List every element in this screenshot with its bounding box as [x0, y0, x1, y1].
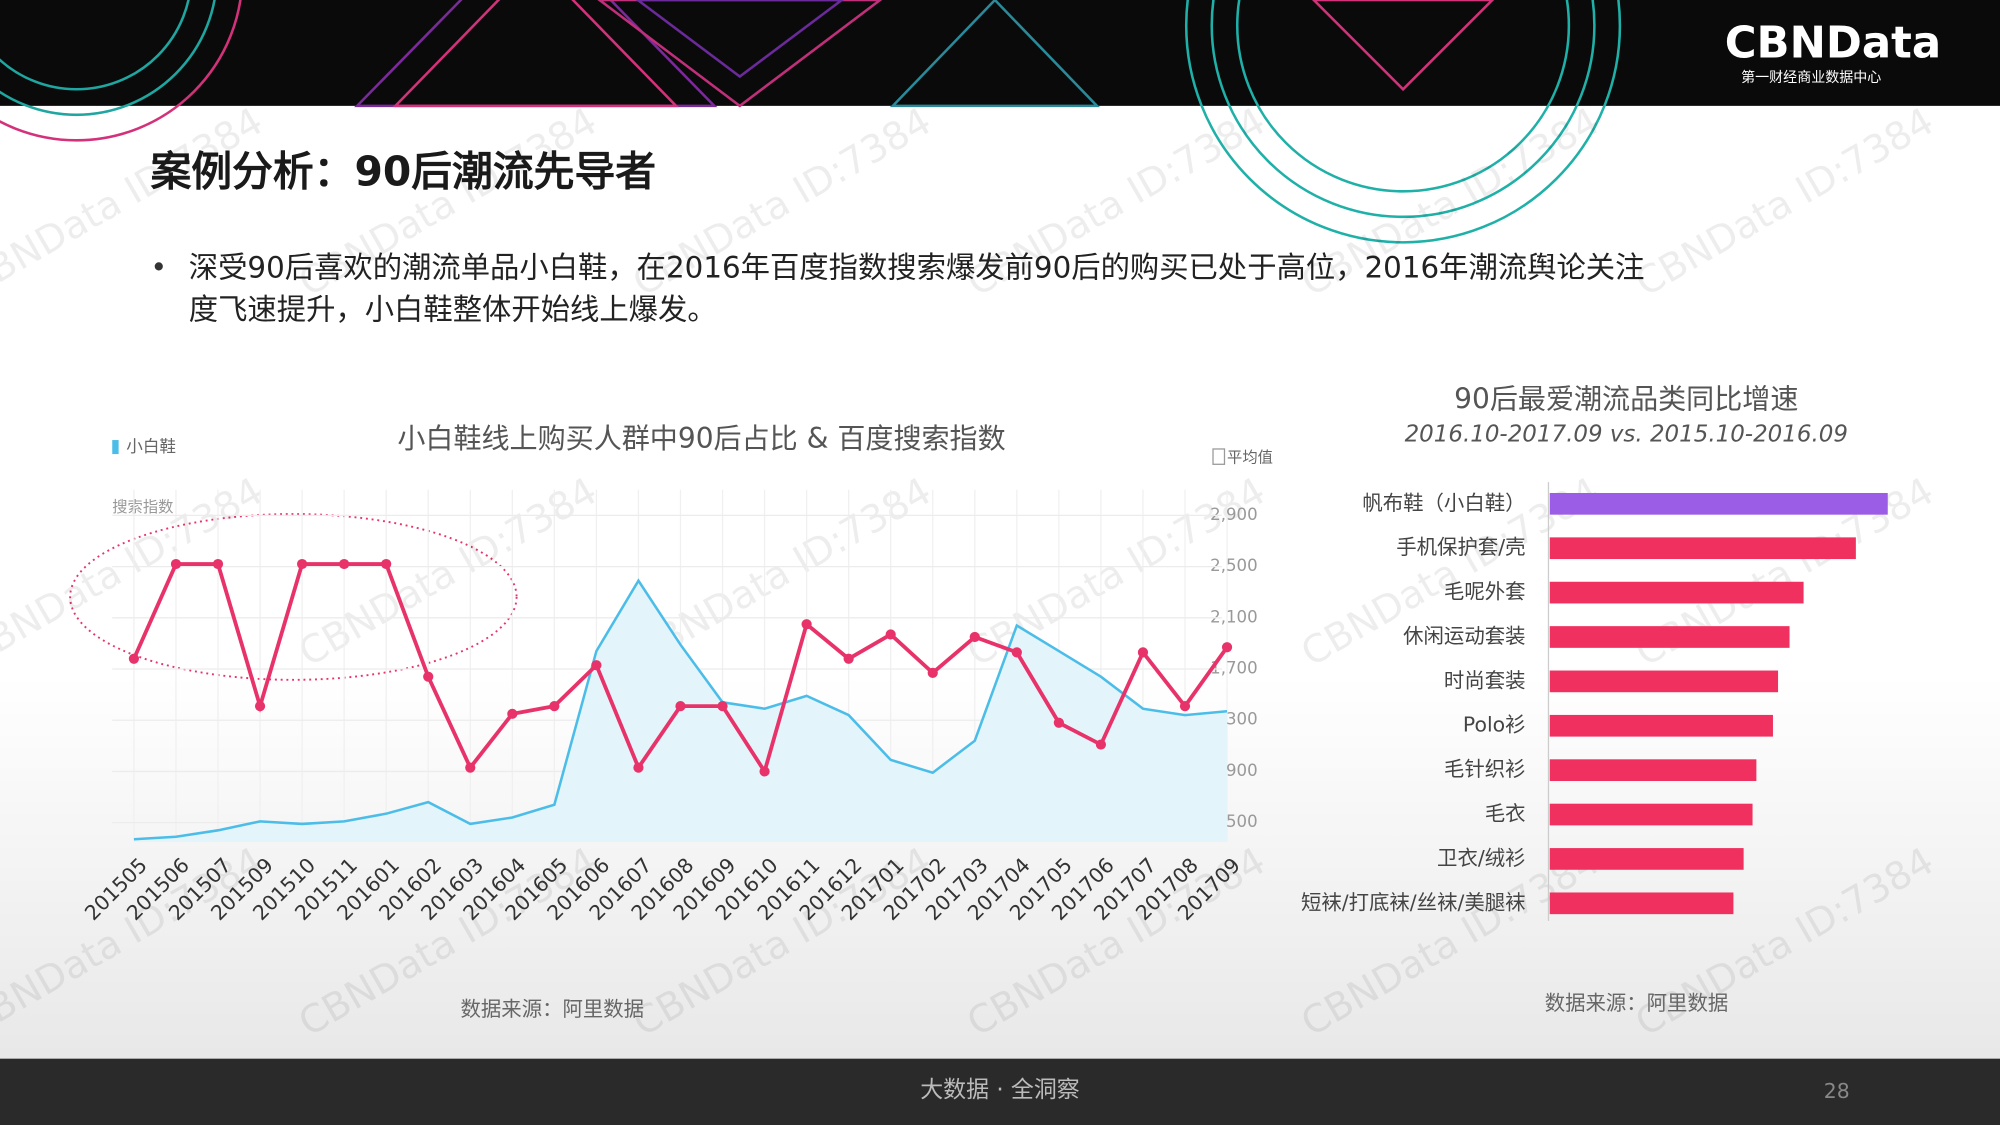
- y-tick-label: 2,900: [1210, 505, 1257, 524]
- point: [1011, 647, 1022, 658]
- page-number: 28: [1824, 1079, 1850, 1103]
- point: [1221, 642, 1233, 653]
- chart-title: 90后最爱潮流品类同比增速: [1454, 383, 1798, 416]
- y-tick-label: 毛呢外套: [1444, 580, 1526, 604]
- y-tick-label: 休闲运动套装: [1403, 624, 1525, 648]
- y-tick-label: Polo衫: [1463, 713, 1526, 737]
- legend-extra: 平均值: [1227, 448, 1273, 466]
- point: [254, 701, 266, 712]
- point: [128, 653, 140, 664]
- point: [170, 558, 182, 570]
- y-tick-label: 卫衣/绒衫: [1437, 846, 1525, 870]
- point: [633, 762, 644, 773]
- point: [675, 701, 686, 712]
- y-tick-label: 手机保护套/壳: [1396, 535, 1525, 559]
- y-axis-label: 搜索指数: [112, 498, 173, 516]
- point: [885, 629, 896, 640]
- chart-subtitle: 2016.10-2017.09 vs. 2015.10-2016.09: [1405, 421, 1848, 447]
- point: [465, 762, 476, 773]
- point: [381, 558, 392, 570]
- bar: [1549, 892, 1734, 915]
- bar: [1549, 670, 1779, 693]
- y-tick-label: 2,500: [1210, 556, 1257, 575]
- legend-label: 小白鞋: [126, 437, 176, 456]
- footer-band: [0, 1058, 2000, 1125]
- point: [717, 701, 728, 712]
- point: [549, 701, 560, 712]
- point: [843, 653, 854, 664]
- y-tick-label: 毛针织衫: [1444, 757, 1526, 781]
- y-tick-label: 短袜/打底袜/丝袜/美腿袜: [1301, 890, 1526, 914]
- legend-box: [1212, 448, 1226, 465]
- point: [801, 619, 812, 630]
- point: [423, 671, 434, 682]
- logo: CBNData: [1725, 18, 1941, 68]
- point: [339, 558, 350, 570]
- point: [1137, 647, 1149, 658]
- point: [591, 660, 602, 671]
- area-line: [133, 578, 1228, 841]
- y-tick-label: 时尚套装: [1444, 668, 1526, 692]
- point: [1053, 717, 1064, 728]
- footer-slogan: 大数据 · 全洞察: [920, 1077, 1080, 1103]
- point: [927, 667, 938, 678]
- bar: [1549, 537, 1856, 560]
- bullet-line: 深受90后喜欢的潮流单品小白鞋，在2016年百度指数搜索爆发前90后的购买已处于…: [189, 251, 1645, 285]
- y-tick-label: 帆布鞋（小白鞋）: [1362, 491, 1525, 515]
- point: [212, 558, 224, 570]
- area: [133, 580, 1228, 842]
- y-tick-label: 900: [1226, 761, 1258, 780]
- bar: [1549, 759, 1757, 781]
- bullet-dot: •: [151, 251, 168, 284]
- point: [507, 708, 518, 719]
- bar: [1549, 714, 1773, 737]
- y-tick-label: 1,700: [1210, 659, 1257, 678]
- point: [759, 766, 770, 777]
- bar: [1549, 803, 1753, 826]
- y-tick-label: 500: [1226, 812, 1258, 831]
- annotation-ellipse: [69, 513, 518, 681]
- legend-swatch: [112, 440, 119, 455]
- point: [969, 631, 980, 643]
- point: [296, 558, 308, 570]
- source: 数据来源：阿里数据: [461, 997, 645, 1021]
- y-tick-label: 毛衣: [1485, 802, 1526, 826]
- header-band: [0, 0, 2000, 244]
- slide-title: 案例分析：90后潮流先导者: [151, 148, 657, 196]
- bar: [1549, 626, 1790, 648]
- point: [1095, 739, 1107, 750]
- bar: [1549, 492, 1888, 515]
- bar: [1549, 848, 1744, 870]
- y-tick-label: 2,100: [1210, 607, 1257, 626]
- source: 数据来源：阿里数据: [1545, 991, 1729, 1015]
- bullet-line: 度飞速提升，小白鞋整体开始线上爆发。: [189, 293, 717, 327]
- chart-title: 小白鞋线上购买人群中90后占比 & 百度搜索指数: [397, 422, 1005, 455]
- point: [1179, 701, 1191, 712]
- bar: [1549, 581, 1804, 604]
- logo-sub: 第一财经商业数据中心: [1741, 69, 1881, 86]
